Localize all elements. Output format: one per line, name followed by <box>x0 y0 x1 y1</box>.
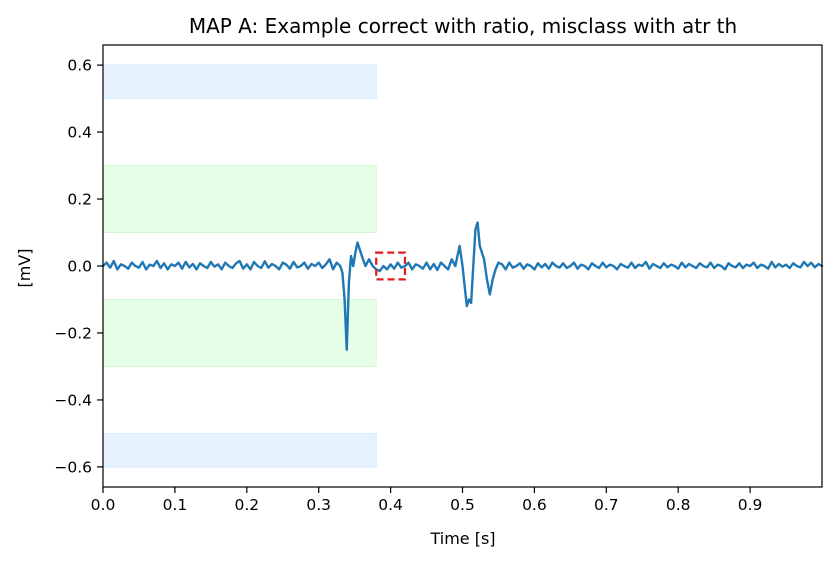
chart-title: MAP A: Example correct with ratio, miscl… <box>189 14 737 38</box>
y-tick-label: −0.4 <box>54 391 92 409</box>
band-blue-0 <box>102 64 377 100</box>
y-tick-label: 0.2 <box>67 191 92 209</box>
band-green-2 <box>102 298 377 367</box>
series-line-0 <box>101 221 824 351</box>
y-tick-label: 0.4 <box>67 124 92 142</box>
band-blue-3 <box>102 432 377 468</box>
y-tick-label: −0.6 <box>54 458 92 476</box>
x-tick-label: 0.6 <box>522 496 547 514</box>
x-axis-label: Time [s] <box>429 529 495 548</box>
threshold-bands <box>102 64 377 468</box>
y-axis-label: [mV] <box>15 248 34 287</box>
x-tick-label: 0.9 <box>738 496 763 514</box>
x-tick-label: 0.5 <box>450 496 475 514</box>
y-tick-label: −0.2 <box>54 324 92 342</box>
y-axis-ticks: 0.6 0.4 0.2 0.0 −0.2 −0.4 −0.6 <box>54 57 103 476</box>
x-axis-ticks: 0.0 0.1 0.2 0.3 0.4 0.5 0.6 0.7 0.8 0.9 <box>91 487 763 514</box>
y-tick-label: 0.6 <box>67 57 92 75</box>
x-tick-label: 0.3 <box>306 496 331 514</box>
series-layer <box>101 221 824 351</box>
x-tick-label: 0.8 <box>666 496 691 514</box>
x-tick-label: 0.2 <box>234 496 259 514</box>
highlight-layer <box>375 251 407 281</box>
x-tick-label: 0.1 <box>163 496 188 514</box>
y-tick-label: 0.0 <box>67 258 92 276</box>
x-tick-label: 0.4 <box>378 496 403 514</box>
x-tick-label: 0.7 <box>594 496 619 514</box>
band-green-1 <box>102 165 377 234</box>
x-tick-label: 0.0 <box>91 496 116 514</box>
highlight-box <box>375 251 407 281</box>
